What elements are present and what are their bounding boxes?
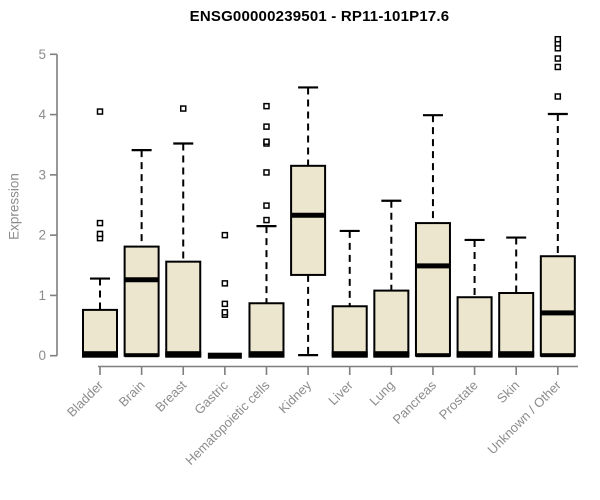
- median-line: [456, 351, 493, 358]
- box-brain: [123, 149, 160, 358]
- x-tick-label: Gastric: [191, 377, 231, 417]
- box-hematopoietic-cells: [248, 102, 285, 358]
- outlier-point: [221, 309, 229, 316]
- outlier-point: [96, 219, 104, 227]
- median-line: [540, 310, 575, 316]
- outlier-point: [263, 169, 270, 176]
- box-rect: [414, 222, 451, 357]
- box-rect: [456, 296, 493, 357]
- box-bottom-staple: [415, 353, 450, 358]
- outlier-point: [221, 280, 229, 287]
- median-line: [331, 351, 368, 358]
- box-rect: [539, 255, 576, 357]
- box-unknown-other: [539, 35, 576, 358]
- chart-title: ENSG00000239501 - RP11-101P17.6: [189, 8, 450, 25]
- outlier-point: [263, 202, 270, 209]
- box-lung: [373, 199, 410, 358]
- y-tick-label: 4: [38, 107, 46, 122]
- x-tick-label: Lung: [366, 378, 397, 409]
- outlier-point: [96, 108, 104, 115]
- outlier-point: [179, 105, 187, 112]
- outlier-point: [554, 55, 562, 62]
- x-tick-label: Unknown / Other: [484, 377, 564, 457]
- outlier-point: [554, 93, 562, 100]
- median-line: [165, 351, 202, 358]
- median-line: [82, 351, 118, 358]
- box-skin: [498, 236, 535, 358]
- box-rect: [290, 164, 327, 276]
- y-tick-label: 2: [38, 228, 46, 243]
- box-rect: [123, 245, 160, 357]
- outlier-point: [263, 216, 270, 224]
- median-line: [498, 351, 535, 358]
- box-liver: [331, 229, 368, 358]
- y-tick-label: 1: [38, 288, 46, 303]
- x-tick-label: Prostate: [436, 378, 481, 423]
- median-line: [248, 351, 285, 358]
- y-axis: 0 1 2 3 4 5: [38, 47, 58, 363]
- outlier-point: [221, 231, 229, 239]
- median-line: [291, 212, 326, 218]
- outlier-point: [263, 138, 270, 145]
- box-gastric: [207, 231, 242, 359]
- x-tick-label: Pancreas: [390, 377, 440, 427]
- x-tick-label: Liver: [325, 377, 356, 408]
- y-tick-label: 5: [38, 47, 46, 62]
- box-pancreas: [414, 114, 451, 358]
- y-tick-label: 0: [38, 348, 46, 363]
- x-tick-label: Kidney: [276, 377, 315, 416]
- box-rect: [165, 260, 202, 357]
- box-rect: [248, 302, 285, 357]
- outlier-point: [554, 63, 562, 71]
- box-bottom-staple: [124, 353, 159, 358]
- x-tick-label: Breast: [152, 377, 189, 414]
- box-bottom-staple: [540, 353, 575, 358]
- box-bladder: [82, 108, 118, 358]
- y-tick-label: 3: [38, 167, 46, 182]
- x-tick-label: Skin: [494, 378, 522, 406]
- box-breast: [165, 105, 202, 358]
- box-rect: [331, 305, 368, 357]
- box-rect: [498, 292, 535, 357]
- x-tick-label: Bladder: [64, 377, 107, 420]
- collapsed-box: [207, 352, 242, 359]
- box-kidney: [290, 86, 327, 357]
- median-line: [373, 351, 410, 358]
- box-rect: [373, 289, 410, 357]
- outlier-point: [554, 35, 562, 43]
- outlier-point: [263, 102, 270, 110]
- box-prostate: [456, 238, 493, 358]
- outlier-point: [221, 300, 229, 308]
- median-line: [415, 263, 450, 269]
- outlier-point: [263, 123, 270, 130]
- x-tick-label: Brain: [116, 378, 148, 410]
- outlier-point: [96, 230, 104, 238]
- box-rect: [82, 308, 118, 357]
- median-line: [124, 277, 159, 283]
